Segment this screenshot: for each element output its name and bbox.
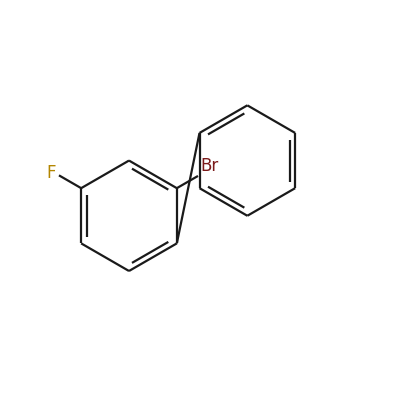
Text: Br: Br: [200, 157, 218, 175]
Text: F: F: [46, 164, 56, 182]
